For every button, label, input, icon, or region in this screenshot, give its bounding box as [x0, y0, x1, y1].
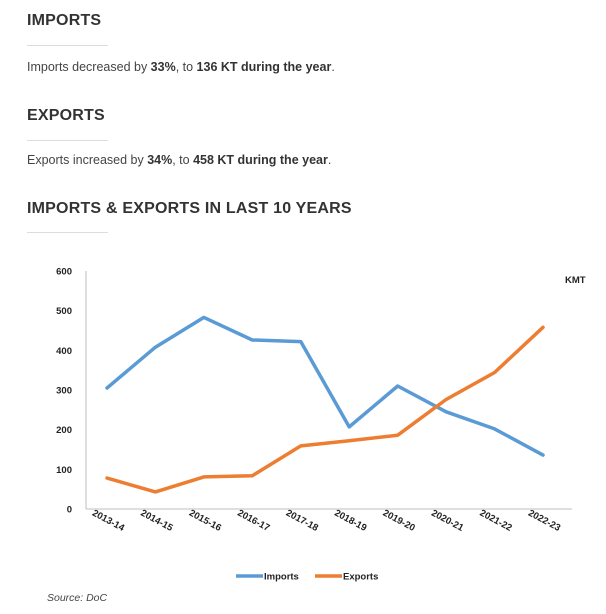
exports-text-mid: , to	[172, 153, 194, 167]
imports-summary: Imports decreased by 33%, to 136 KT duri…	[27, 60, 335, 74]
x-tick-label: 2019-20	[381, 508, 417, 534]
chart-section-heading: IMPORTS & EXPORTS IN LAST 10 YEARS	[27, 200, 352, 217]
x-tick-label: 2020-21	[429, 508, 466, 534]
legend-label-exports: Exports	[343, 572, 378, 583]
x-tick-label: 2015-16	[187, 508, 223, 534]
imports-text-before: Imports decreased by	[27, 60, 151, 74]
exports-text-before: Exports increased by	[27, 153, 148, 167]
y-tick-label: 0	[67, 505, 72, 516]
exports-pct: 34%	[147, 153, 173, 167]
y-tick-label: 600	[56, 267, 72, 278]
x-tick-label: 2016-17	[236, 508, 272, 534]
y-tick-label: 500	[56, 306, 72, 317]
imports-text-mid: , to	[175, 60, 197, 74]
x-tick-label: 2018-19	[332, 508, 368, 534]
y-tick-label: 300	[56, 386, 72, 397]
imports-text-end: .	[331, 60, 335, 74]
y-tick-label: 200	[56, 425, 72, 436]
unit-label: KMT	[565, 275, 586, 286]
imports-pct: 33%	[150, 60, 176, 74]
x-tick-label: 2021-22	[478, 508, 514, 534]
x-tick-label: 2017-18	[284, 508, 320, 534]
imports-divider	[27, 45, 108, 46]
x-tick-label: 2022-23	[526, 508, 562, 534]
x-tick-label: 2014-15	[139, 508, 176, 534]
imports-exports-chart: 0 100 200 300 400 500 600 KMT 2013-14 2014-15 2015…	[56, 267, 586, 583]
exports-value: 458 KT during the year	[193, 153, 328, 167]
y-tick-label: 400	[56, 346, 72, 357]
exports-summary: Exports increased by 34%, to 458 KT duri…	[27, 153, 331, 167]
imports-value: 136 KT during the year	[196, 60, 332, 74]
exports-divider	[27, 140, 108, 141]
chart-section-divider	[27, 232, 108, 233]
x-tick-label: 2013-14	[90, 508, 127, 534]
imports-heading: IMPORTS	[27, 12, 102, 29]
series-line-imports	[105, 315, 545, 457]
exports-text-end: .	[327, 153, 332, 167]
source-note: Source: DoC	[47, 592, 108, 604]
y-tick-label: 100	[56, 465, 72, 476]
exports-heading: EXPORTS	[27, 107, 105, 124]
legend-label-imports: Imports	[264, 572, 299, 583]
series-line-exports	[105, 325, 545, 494]
